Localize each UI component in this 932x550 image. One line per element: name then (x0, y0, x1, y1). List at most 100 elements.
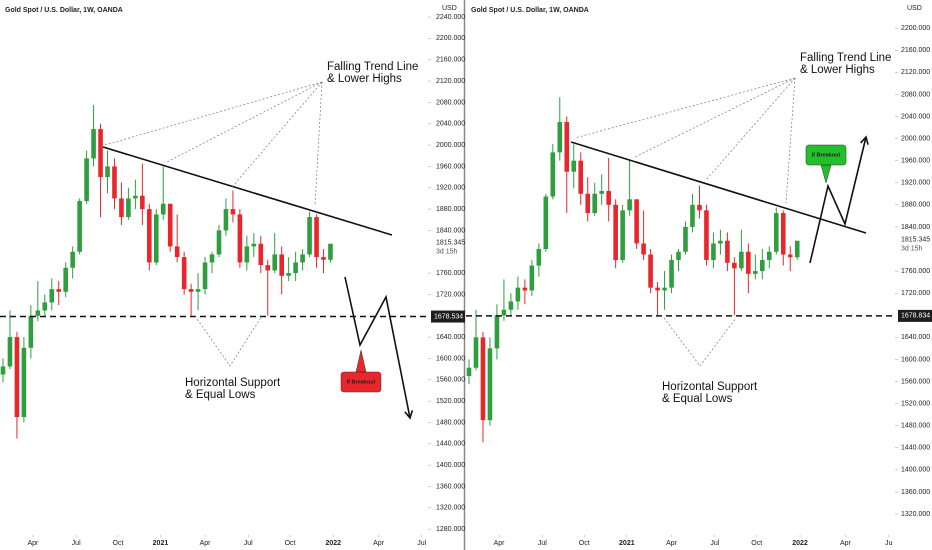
candle-body (216, 230, 222, 255)
x-tick-label: Apr (494, 540, 506, 547)
candle-body (683, 226, 688, 252)
y-tick-label: 1560.000 (901, 378, 930, 385)
candle-body (522, 287, 528, 291)
candle-body (328, 243, 333, 260)
y-tick-label: 2200.000 (436, 35, 465, 42)
candle-body (91, 129, 96, 159)
candle-body (613, 204, 618, 261)
dotted-ray (314, 81, 323, 206)
x-tick-label: 2022 (792, 540, 808, 547)
arrow-head (404, 410, 414, 420)
candle-body (648, 254, 653, 288)
candle-body (585, 193, 591, 214)
candle-body (480, 337, 486, 421)
y-tick-label: 1960.000 (901, 158, 930, 165)
candle-body (515, 287, 521, 302)
countdown-label: 3d 15h (901, 245, 923, 252)
candle-body (641, 243, 646, 255)
candle-body (160, 203, 166, 215)
dotted-ray (634, 77, 796, 158)
candle-body (634, 199, 639, 244)
candle-body (536, 249, 542, 266)
candle-body (251, 243, 257, 247)
candle-body (35, 310, 41, 316)
candle-body (202, 262, 208, 290)
x-tick-label: Apr (28, 540, 40, 547)
candle-body (119, 198, 124, 218)
y-tick-label: 1280.000 (436, 526, 465, 533)
annotation: & Lower Highs (800, 64, 875, 76)
candle-body (529, 265, 535, 291)
candle-body (676, 251, 681, 261)
panel: 1280.000 1320.000 1360.000 1400.000 1440.000… (0, 5, 465, 547)
x-tick-label: Jul (538, 540, 547, 547)
candle-body (167, 203, 173, 247)
y-tick-label: 1720.000 (436, 291, 465, 298)
y-tick-label: 1880.000 (901, 202, 930, 209)
candle-body (0, 366, 6, 375)
y-axis-label: USD (442, 5, 457, 12)
y-tick-label: 2000.000 (901, 135, 930, 142)
annotation: & Equal Lows (185, 389, 256, 401)
dotted-vee (194, 315, 263, 367)
y-tick-label: 2080.000 (436, 99, 465, 106)
chart-title: Gold Spot / U.S. Dollar, 1W, OANDA (471, 7, 589, 14)
y-tick-label: 2120.000 (436, 78, 465, 85)
trend-line (570, 141, 867, 234)
candle-body (133, 195, 138, 199)
projection-arrow (344, 276, 411, 419)
candle-body (592, 193, 598, 214)
x-tick-label: Jul (72, 540, 81, 547)
x-tick-label: Apr (840, 540, 852, 547)
candle-body (780, 213, 786, 255)
y-tick-label: 1600.000 (901, 356, 930, 363)
dotted-ray (785, 77, 796, 204)
candle-body (314, 217, 319, 258)
candle-body (293, 262, 298, 274)
candle-body (244, 246, 250, 263)
y-tick-label: 1400.000 (436, 462, 465, 469)
candle-body (153, 214, 159, 263)
x-tick-label: Jul (710, 540, 719, 547)
y-tick-label: 2040.000 (901, 113, 930, 120)
support-price-label: 1678.534 (434, 313, 463, 320)
dotted-ray (164, 81, 323, 164)
dotted-ray (104, 81, 323, 146)
candle-body (63, 267, 69, 292)
x-tick-label: Jul (417, 540, 426, 547)
candle-body (487, 348, 493, 421)
candle-body (732, 262, 737, 269)
y-tick-label: 2200.000 (901, 25, 930, 32)
y-tick-label: 1440.000 (436, 441, 465, 448)
dotted-ray (231, 81, 323, 188)
candle-body (794, 240, 800, 258)
candle-body (599, 191, 604, 194)
candle-body (550, 152, 556, 197)
y-tick-label: 1400.000 (901, 467, 930, 474)
candle-body (265, 265, 271, 271)
candle-body (286, 273, 291, 276)
candle-body (787, 254, 793, 258)
x-tick-label: Oct (751, 540, 762, 547)
callout-label: If Breakout (812, 152, 841, 158)
candle-body (49, 289, 55, 303)
y-tick-label: 1360.000 (901, 489, 930, 496)
candle-body (7, 337, 13, 367)
candle-body (466, 367, 472, 376)
candle-body (181, 257, 187, 290)
candle-body (773, 213, 779, 252)
chart-title: Gold Spot / U.S. Dollar, 1W, OANDA (5, 7, 123, 14)
y-tick-label: 1480.000 (436, 419, 465, 426)
y-tick-label: 1320.000 (436, 505, 465, 512)
y-tick-label: 2240.000 (436, 14, 465, 21)
candle-body (147, 209, 152, 263)
candle-body (606, 191, 611, 205)
candle-body (557, 122, 563, 153)
candle-body (223, 209, 229, 231)
candle-body (272, 254, 278, 271)
candle-body (279, 254, 284, 276)
candle-body (21, 347, 27, 418)
y-tick-label: 1320.000 (901, 511, 930, 518)
